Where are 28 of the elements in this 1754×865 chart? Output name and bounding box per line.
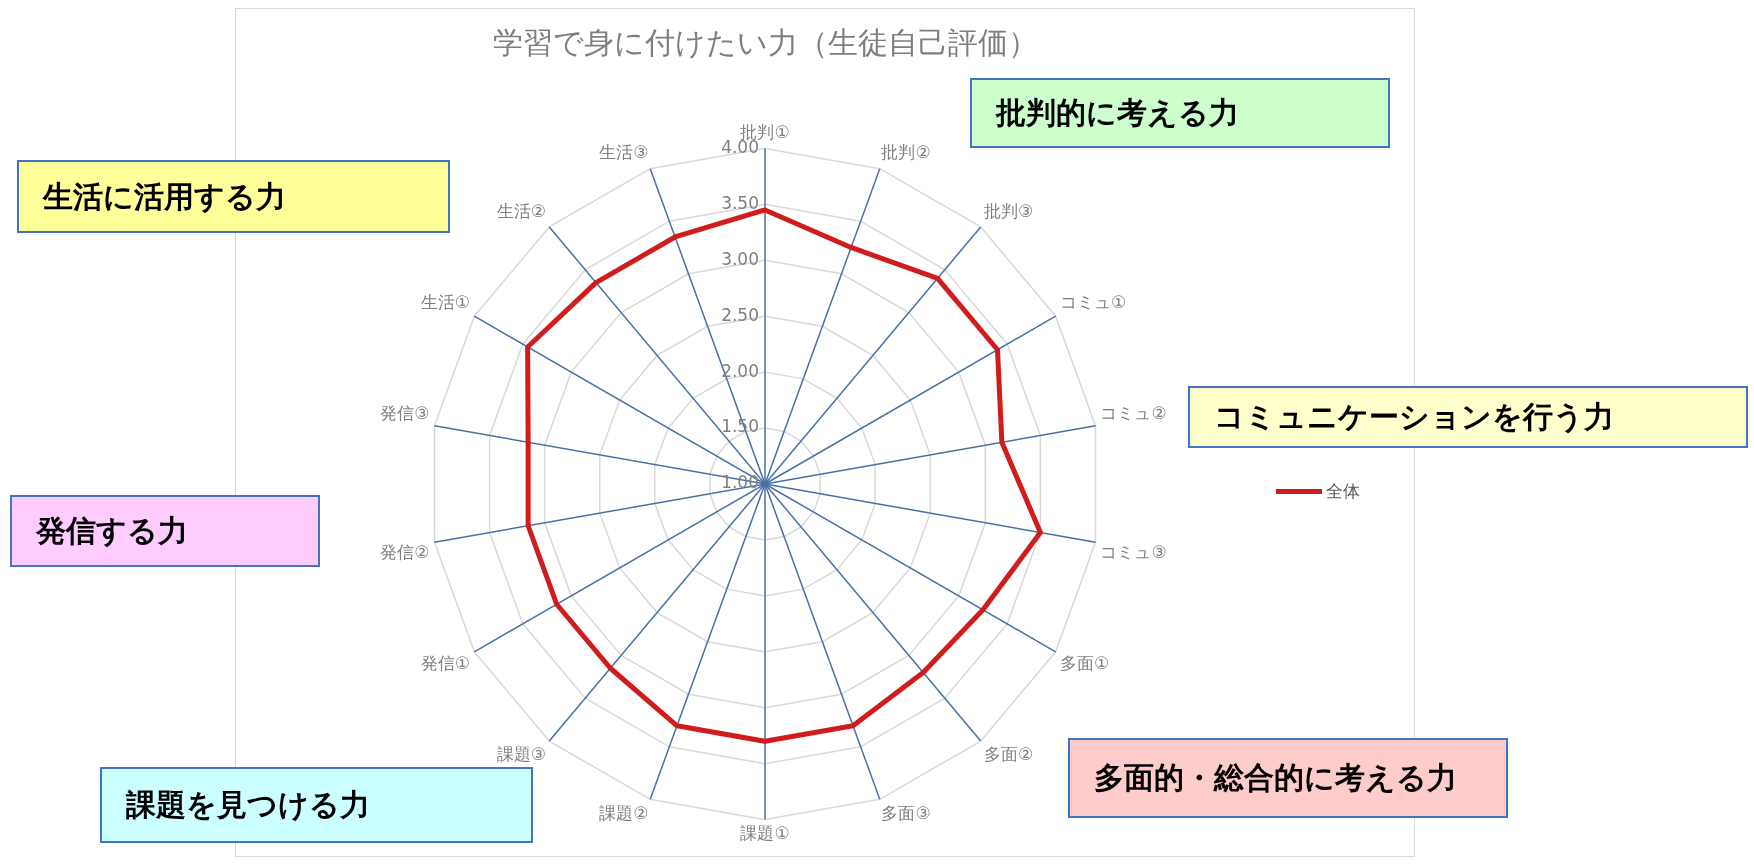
spoke-label: 批判② <box>881 142 931 163</box>
spoke-label: コミュ② <box>1100 403 1167 424</box>
text: 課題を見つける力 <box>100 767 533 843</box>
spoke-label: 批判③ <box>983 201 1034 222</box>
spoke-label: コミュ③ <box>1100 541 1167 562</box>
spoke-label: 多面① <box>1059 652 1110 673</box>
spoke-label: 生活③ <box>599 142 649 163</box>
spoke-label: 課題② <box>599 802 649 823</box>
spoke-label: コミュ① <box>1059 291 1127 312</box>
chart-title: 学習で身に付けたい力（生徒自己評価） <box>492 24 1038 60</box>
text: 多面的・総合的に考える力 <box>1068 738 1508 818</box>
text: 批判的に考える力 <box>970 78 1390 148</box>
y-tick-label: 3.00 <box>721 248 759 269</box>
spoke-label: 多面③ <box>881 802 931 823</box>
legend-label: 全体 <box>1326 480 1360 503</box>
text: 発信する力 <box>10 495 320 567</box>
text: コミュニケーションを行う力 <box>1188 386 1748 448</box>
y-tick-label: 3.50 <box>721 192 759 213</box>
spoke-label: 生活② <box>496 201 547 222</box>
spoke-label: 発信③ <box>380 403 430 424</box>
spoke-label: 生活① <box>420 291 471 312</box>
spoke-label: 課題③ <box>496 743 547 764</box>
text: 生活に活用する力 <box>17 160 450 233</box>
spoke-label: 発信② <box>380 541 430 562</box>
spoke-label: 多面② <box>983 743 1034 764</box>
spoke-label: 発信① <box>420 652 471 673</box>
y-tick-label: 2.50 <box>721 304 759 325</box>
spoke-label: 課題① <box>740 823 790 844</box>
